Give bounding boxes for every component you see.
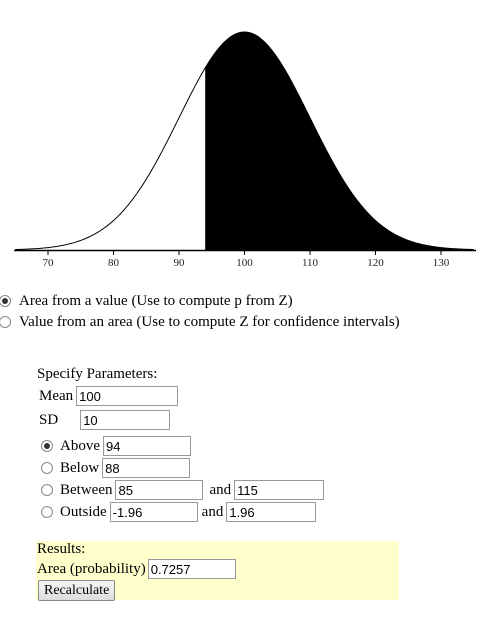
- x-tick-label: 90: [174, 257, 186, 269]
- area-row: Area (probability): [37, 559, 236, 579]
- outside-and-label: and: [201, 503, 224, 520]
- radio-area-from-value[interactable]: [0, 295, 11, 307]
- sd-input[interactable]: [80, 410, 171, 430]
- normal-distribution-chart: 70 80 90 100 110 120 130: [14, 31, 476, 269]
- mode-label-value-from-area: Value from an area (Use to compute Z for…: [19, 313, 400, 330]
- below-row: Below: [41, 458, 191, 478]
- outside-high-input[interactable]: [226, 502, 317, 522]
- x-tick-label: 110: [302, 257, 319, 269]
- between-and-label: and: [209, 481, 232, 498]
- area-output: [147, 559, 236, 579]
- below-input[interactable]: [102, 458, 191, 478]
- density-curve: [15, 31, 474, 251]
- between-low-input[interactable]: [115, 480, 204, 500]
- outside-low-input[interactable]: [109, 502, 198, 522]
- parameters-title: Specify Parameters:: [37, 366, 158, 382]
- mode-option-area-from-value[interactable]: Area from a value (Use to compute p from…: [0, 291, 293, 311]
- mean-input[interactable]: [76, 386, 179, 406]
- results-title: Results:: [37, 541, 86, 557]
- radio-between[interactable]: [41, 484, 53, 496]
- above-row: Above: [41, 436, 191, 456]
- radio-above[interactable]: [41, 440, 53, 452]
- x-tick-label: 130: [433, 257, 450, 269]
- sd-row: SD: [39, 410, 171, 430]
- x-tick-label: 70: [43, 257, 55, 269]
- above-input[interactable]: [103, 436, 191, 456]
- radio-value-from-area[interactable]: [0, 316, 11, 328]
- between-high-input[interactable]: [234, 480, 325, 500]
- mode-option-value-from-area[interactable]: Value from an area (Use to compute Z for…: [0, 312, 400, 332]
- radio-outside[interactable]: [41, 506, 53, 518]
- outside-row: Outside and: [41, 502, 317, 522]
- results-panel: Results: Area (probability) Recalculate: [36, 541, 399, 601]
- outside-label: Outside: [60, 503, 107, 520]
- mode-label-area-from-value: Area from a value (Use to compute p from…: [19, 292, 293, 309]
- between-label: Between: [60, 481, 113, 498]
- below-label: Below: [60, 459, 100, 476]
- above-label: Above: [60, 437, 100, 454]
- recalculate-button[interactable]: Recalculate: [38, 580, 116, 601]
- mean-row: Mean: [39, 386, 179, 406]
- shaded-area: [205, 32, 474, 250]
- mean-label: Mean: [39, 387, 74, 404]
- area-label: Area (probability): [37, 560, 146, 577]
- sd-label: SD: [39, 411, 59, 428]
- x-tick-label: 120: [367, 257, 384, 269]
- between-row: Between and: [41, 480, 325, 500]
- x-tick-label: 100: [236, 257, 253, 269]
- radio-below[interactable]: [41, 462, 53, 474]
- x-tick-label: 80: [108, 257, 120, 269]
